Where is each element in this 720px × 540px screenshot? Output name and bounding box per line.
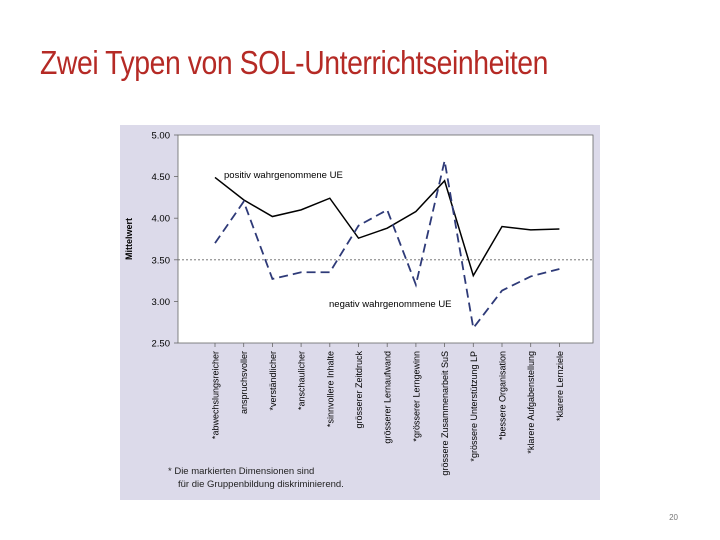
- x-tick-label: *verständlicher: [268, 351, 278, 411]
- x-tick-label: *grösserer Lerngewinn: [411, 351, 421, 442]
- x-tick-label: *klarere Aufgabenstellung: [526, 351, 536, 454]
- y-tick-label: 5.00: [152, 131, 171, 142]
- y-tick-label: 2.50: [152, 339, 171, 350]
- footnote: * Die markierten Dimensionen sind für di…: [168, 465, 344, 491]
- x-tick-label: *klarere Lernziele: [555, 351, 565, 421]
- y-tick-label: 4.50: [152, 172, 171, 183]
- series-line-negative: [214, 160, 560, 331]
- series-layer: [214, 160, 560, 331]
- x-tick-label: *abwechslungsreicher: [211, 351, 221, 439]
- footnote-line-2: für die Gruppenbildung diskriminierend.: [178, 479, 344, 490]
- slide-title: Zwei Typen von SOL-Unterrichtseinheiten: [40, 44, 549, 81]
- y-axis-label: Mittelwert: [124, 218, 134, 260]
- x-tick-label: anspruchsvoller: [239, 351, 249, 414]
- footnote-line-1: * Die markierten Dimensionen sind: [168, 466, 315, 477]
- y-tick-label: 3.00: [152, 297, 171, 308]
- x-tick-label: grösserer Zeitdruck: [354, 351, 364, 429]
- x-tick-label: *bessere Organisation: [498, 351, 508, 440]
- x-tick-label: grössere Zusammenarbeit SuS: [440, 351, 450, 476]
- page-number: 20: [669, 513, 678, 522]
- x-ticks: *abwechslungsreicher anspruchsvoller *vers…: [211, 343, 565, 476]
- x-tick-label: *grössere Unterstützung LP: [469, 351, 479, 462]
- y-tick-label: 3.50: [152, 255, 171, 266]
- line-chart: Mittelwert 2.50 3.00 3.50 4.00 4.50 5.00 *abw…: [124, 131, 594, 476]
- x-tick-label: grösserer Lernaufwand: [383, 351, 393, 444]
- x-tick-label: *anschaulicher: [297, 351, 307, 410]
- y-ticks: 2.50 3.00 3.50 4.00 4.50 5.00: [152, 131, 593, 350]
- y-tick-label: 4.00: [152, 214, 171, 225]
- legend-label-negative: negativ wahrgenommene UE: [329, 299, 452, 310]
- legend-label-positive: positiv wahrgenommene UE: [224, 170, 343, 181]
- plot-area: [177, 134, 594, 344]
- series-line-positive: [214, 176, 560, 278]
- chart-panel: Mittelwert 2.50 3.00 3.50 4.00 4.50 5.00 *abw…: [120, 125, 600, 500]
- x-tick-label: *sinnvollere Inhalte: [325, 351, 335, 427]
